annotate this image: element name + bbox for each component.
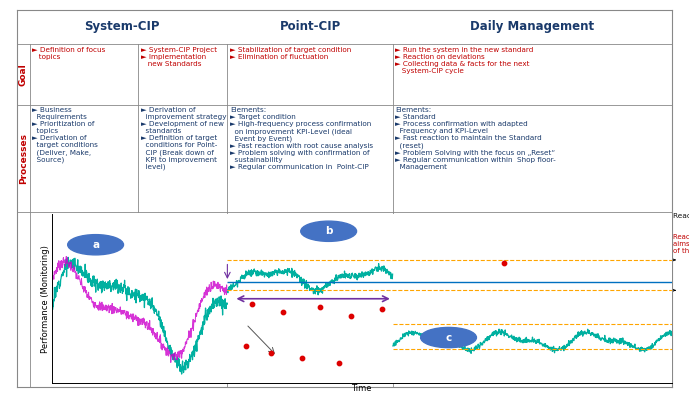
Text: ► System-CIP Project
► Implementation
   new Standards: ► System-CIP Project ► Implementation ne… — [141, 47, 216, 67]
Text: Elements:
► Standard
► Process confirmation with adapted
  Frequency and KPI-Lev: Elements: ► Standard ► Process confirmat… — [395, 107, 556, 170]
Y-axis label: Performance (Monitoring): Performance (Monitoring) — [41, 245, 50, 353]
Text: a: a — [92, 240, 99, 250]
Text: Daily Management: Daily Management — [470, 20, 595, 33]
X-axis label: Time: Time — [351, 384, 372, 393]
Text: Reaction on deviation
aims on fast recreation
of the standard.: Reaction on deviation aims on fast recre… — [673, 234, 689, 254]
Text: Reaction limits: Reaction limits — [673, 212, 689, 219]
Text: System-CIP: System-CIP — [85, 20, 160, 33]
Point — [240, 343, 251, 349]
Ellipse shape — [301, 221, 357, 241]
Text: ► Stabilization of target condition
► Elimination of fluctuation: ► Stabilization of target condition ► El… — [230, 47, 351, 60]
Text: ► Run the system in the new standard
► Reaction on deviations
► Collecting data : ► Run the system in the new standard ► R… — [395, 47, 534, 74]
Text: ► Business
  Requirements
► Prioritization of
  topics
► Derivation of
  target : ► Business Requirements ► Prioritization… — [32, 107, 99, 163]
Point — [346, 312, 357, 319]
Point — [296, 355, 307, 361]
Text: [Improvement KPI]: [Improvement KPI] — [238, 358, 303, 365]
Point — [333, 360, 344, 366]
Point — [315, 304, 326, 310]
Text: Elements:
► Target condition
► High-frequency process confirmation
  on improvem: Elements: ► Target condition ► High-freq… — [230, 107, 373, 170]
Text: Point-CIP: Point-CIP — [280, 20, 340, 33]
Point — [377, 306, 388, 312]
Text: Improved standard
defined, validated and
introduced: Improved standard defined, validated and… — [141, 216, 220, 236]
Text: Goal: Goal — [19, 63, 28, 86]
Text: Processes: Processes — [19, 133, 28, 184]
Ellipse shape — [421, 328, 477, 348]
Text: Fast reaction with
root cause analysis: Fast reaction with root cause analysis — [141, 250, 209, 263]
Text: b: b — [325, 226, 332, 236]
Point — [247, 301, 258, 307]
Point — [265, 350, 276, 356]
Text: Target condition is reached and stability
has been confirmed. Point-CIP changes : Target condition is reached and stabilit… — [400, 304, 547, 331]
Point — [278, 309, 289, 316]
Text: c: c — [445, 333, 452, 343]
Ellipse shape — [68, 235, 123, 255]
Point — [499, 260, 510, 266]
Text: ► Definition of focus
   topics: ► Definition of focus topics — [32, 47, 105, 60]
Text: ► Derivation of
  improvement strategy
► Development of new
  standards
► Defini: ► Derivation of improvement strategy ► D… — [141, 107, 226, 170]
Text: Defined time period for the
confirmation of stability: Defined time period for the confirmation… — [231, 250, 326, 263]
